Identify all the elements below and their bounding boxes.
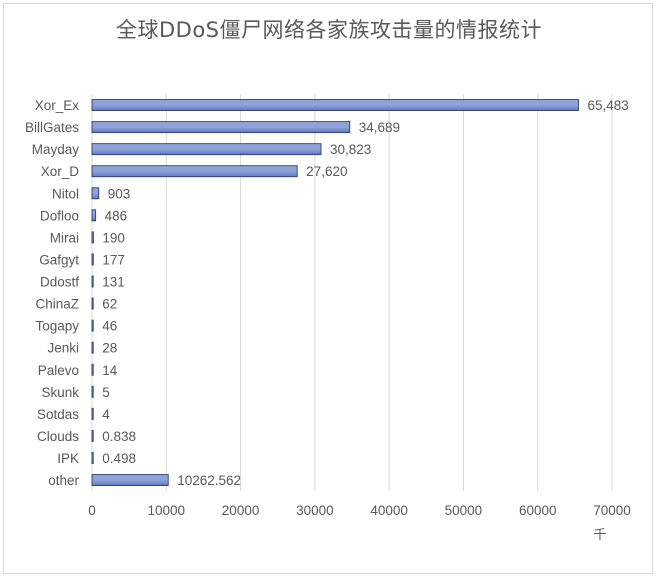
data-label: 131	[102, 275, 125, 290]
data-label: 28	[102, 341, 117, 356]
data-label: 0.498	[102, 451, 136, 466]
data-label: 190	[102, 230, 125, 245]
category-label: Skunk	[41, 385, 79, 400]
bar-clouds	[91, 429, 94, 442]
label-layer: 0 10000 20000 30000 40000 50000 60000 70000 千 Xor…	[25, 98, 631, 543]
data-label: 30,823	[330, 142, 371, 157]
bar-ddostf	[91, 275, 94, 288]
grid-layer	[91, 94, 613, 492]
category-label: Mirai	[50, 230, 79, 245]
data-label: 34,689	[359, 120, 400, 135]
data-label: 903	[108, 186, 131, 201]
data-label: 10262.562	[177, 473, 241, 488]
data-label: 4	[102, 407, 110, 422]
bar-billgates	[91, 121, 351, 134]
x-tick-label: 50000	[445, 503, 483, 518]
category-label: Sotdas	[37, 407, 79, 422]
bar-ipk	[91, 452, 94, 464]
data-label: 0.838	[102, 429, 136, 444]
category-label: Mayday	[32, 142, 80, 157]
x-unit-label: 千	[593, 528, 606, 543]
data-label: 486	[105, 208, 128, 223]
bar-chinaz	[91, 297, 94, 310]
bar-other	[91, 474, 169, 486]
category-label: Dofloo	[40, 208, 79, 223]
bar-jenki	[91, 341, 94, 354]
bar-nitol	[91, 187, 100, 200]
bar-xor-d	[91, 165, 298, 178]
category-label: Nitol	[52, 186, 79, 201]
category-label: Palevo	[38, 363, 79, 378]
bar-sotdas	[91, 407, 94, 420]
category-label: Clouds	[37, 429, 79, 444]
category-label: Gafgyt	[39, 252, 79, 267]
category-label: Xor_Ex	[35, 98, 80, 113]
category-label: IPK	[57, 451, 79, 466]
x-tick-label: 20000	[222, 503, 260, 518]
category-label: Togapy	[35, 319, 79, 334]
bar-layer	[91, 99, 579, 486]
data-label: 62	[102, 297, 117, 312]
category-label: other	[48, 473, 79, 488]
bar-gafgyt	[91, 253, 94, 266]
x-tick-label: 10000	[148, 503, 186, 518]
bar-togapy	[91, 319, 94, 332]
category-label: Xor_D	[41, 164, 80, 179]
data-label: 5	[102, 385, 110, 400]
category-label: ChinaZ	[35, 297, 79, 312]
x-tick-label: 0	[88, 503, 96, 518]
category-label: Jenki	[47, 341, 79, 356]
bar-dofloo	[91, 209, 97, 222]
x-tick-label: 70000	[593, 503, 631, 518]
x-tick-label: 60000	[519, 503, 557, 518]
data-label: 46	[102, 319, 117, 334]
x-tick-label: 30000	[296, 503, 334, 518]
data-label: 14	[102, 363, 118, 378]
chart-title: 全球DDoS僵尸网络各家族攻击量的情报统计	[115, 18, 543, 42]
category-label: Ddostf	[40, 275, 79, 290]
data-label: 177	[102, 252, 125, 267]
x-tick-label: 40000	[370, 503, 408, 518]
data-label: 65,483	[587, 98, 628, 113]
bar-palevo	[91, 363, 94, 376]
data-label: 27,620	[306, 164, 347, 179]
bar-mirai	[91, 231, 94, 244]
bar-xor-ex	[91, 99, 579, 111]
bar-mayday	[91, 143, 322, 156]
bar-skunk	[91, 385, 94, 398]
category-label: BillGates	[25, 120, 79, 135]
